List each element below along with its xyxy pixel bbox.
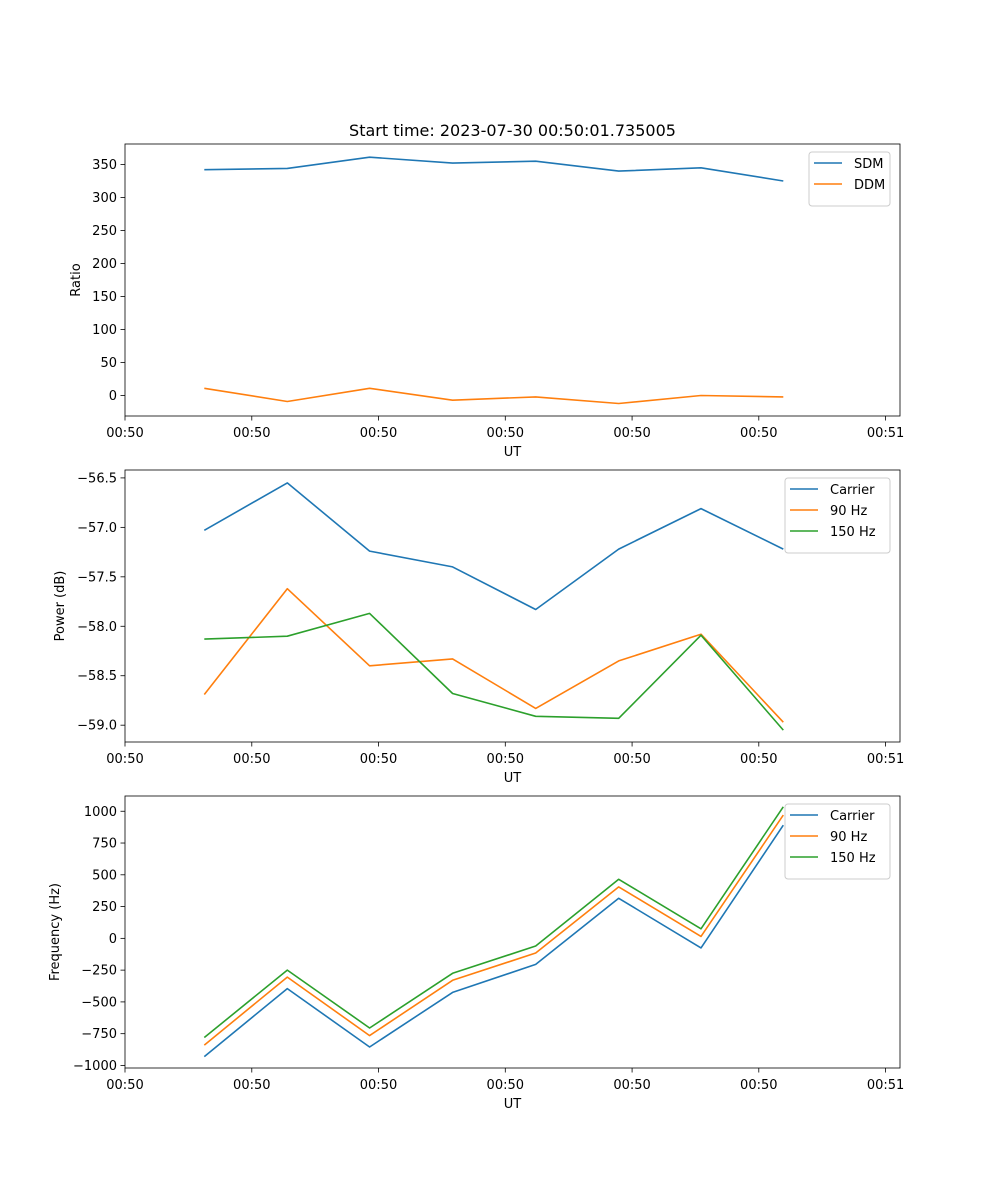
y-tick-label: −58.0	[77, 620, 117, 635]
y-tick-label: −1000	[73, 1059, 117, 1074]
y-tick-label: −57.5	[77, 570, 117, 585]
legend-box	[784, 477, 891, 554]
y-axis-label: Power (dB)	[53, 571, 68, 642]
x-tick-label: 00:50	[487, 1078, 524, 1093]
y-tick-label: −500	[81, 995, 117, 1010]
x-tick-label: 00:51	[867, 752, 904, 767]
legend-label: 90 Hz	[830, 504, 867, 519]
y-tick-label: 50	[100, 356, 117, 371]
y-tick-label: 300	[92, 191, 117, 206]
series-line-carrier	[203, 824, 784, 1058]
y-tick-label: −250	[81, 964, 117, 979]
y-tick-label: 100	[92, 323, 117, 338]
x-tick-label: 00:50	[233, 1078, 270, 1093]
legend: Carrier 90 Hz 150 Hz	[784, 803, 891, 880]
y-tick-label: 0	[109, 932, 117, 947]
y-tick-label: −59.0	[77, 719, 117, 734]
y-tick-label: 0	[109, 389, 117, 404]
y-tick-label: 150	[92, 290, 117, 305]
x-tick-label: 00:50	[613, 426, 650, 441]
x-axis-label: UT	[504, 771, 522, 786]
chart-panels: 00:50 00:50 00:50 00:50 00:50 00:50 00:51 0 50 10…	[48, 143, 904, 1112]
x-tick-label: 00:50	[360, 426, 397, 441]
x-tick-label: 00:51	[867, 426, 904, 441]
y-tick-label: 250	[92, 224, 117, 239]
series-line-90-hz	[203, 814, 784, 1046]
x-tick-label: 00:50	[487, 426, 524, 441]
series-line-ddm	[204, 387, 784, 405]
y-tick-label: 500	[92, 868, 117, 883]
x-tick-label: 00:51	[867, 1078, 904, 1093]
plot-frame	[124, 143, 901, 417]
x-tick-label: 00:50	[233, 752, 270, 767]
chart-panel-1: 00:50 00:50 00:50 00:50 00:50 00:50 00:51 0 50 10…	[69, 143, 904, 460]
series-line-150-hz	[203, 806, 784, 1039]
y-tick-label: 350	[92, 158, 117, 173]
y-tick-label: −57.0	[77, 521, 117, 536]
legend-label: Carrier	[830, 809, 875, 824]
chart-panel-3: 00:50 00:50 00:50 00:50 00:50 00:50 00:51 −1000…	[48, 795, 904, 1112]
chart-panel-2: 00:50 00:50 00:50 00:50 00:50 00:50 00:51 −59.0…	[53, 469, 904, 786]
y-tick-label: 200	[92, 257, 117, 272]
x-tick-label: 00:50	[613, 1078, 650, 1093]
x-tick-label: 00:50	[740, 752, 777, 767]
y-axis-label: Frequency (Hz)	[48, 883, 63, 981]
y-tick-label: 250	[92, 900, 117, 915]
x-tick-label: 00:50	[613, 752, 650, 767]
legend-label: DDM	[854, 178, 885, 193]
y-tick-label: −58.5	[77, 669, 117, 684]
y-tick-label: −750	[81, 1027, 117, 1042]
series-line-150-hz	[204, 612, 784, 731]
series-line-sdm	[204, 156, 784, 182]
figure-title: Start time: 2023-07-30 00:50:01.735005	[349, 121, 676, 140]
series-line-90-hz	[203, 587, 784, 723]
x-tick-label: 00:50	[487, 752, 524, 767]
legend-label: 150 Hz	[830, 525, 876, 540]
x-tick-label: 00:50	[360, 1078, 397, 1093]
x-axis-label: UT	[504, 1097, 522, 1112]
legend-label: Carrier	[830, 483, 875, 498]
legend: Carrier 90 Hz 150 Hz	[784, 477, 891, 554]
x-tick-label: 00:50	[106, 1078, 143, 1093]
x-tick-label: 00:50	[360, 752, 397, 767]
x-tick-label: 00:50	[740, 426, 777, 441]
x-tick-label: 00:50	[106, 752, 143, 767]
legend-label: SDM	[854, 157, 883, 172]
x-axis-label: UT	[504, 445, 522, 460]
legend: SDM DDM	[808, 151, 891, 207]
y-tick-label: 1000	[84, 805, 117, 820]
plot-frame	[124, 469, 901, 743]
y-tick-label: −56.5	[77, 471, 117, 486]
x-tick-label: 00:50	[740, 1078, 777, 1093]
y-axis-label: Ratio	[69, 263, 84, 296]
legend-box	[808, 151, 891, 207]
legend-label: 150 Hz	[830, 851, 876, 866]
y-tick-label: 750	[92, 837, 117, 852]
legend-box	[784, 803, 891, 880]
legend-label: 90 Hz	[830, 830, 867, 845]
x-tick-label: 00:50	[106, 426, 143, 441]
plot-frame	[124, 795, 901, 1069]
x-tick-label: 00:50	[233, 426, 270, 441]
series-line-carrier	[203, 482, 784, 611]
